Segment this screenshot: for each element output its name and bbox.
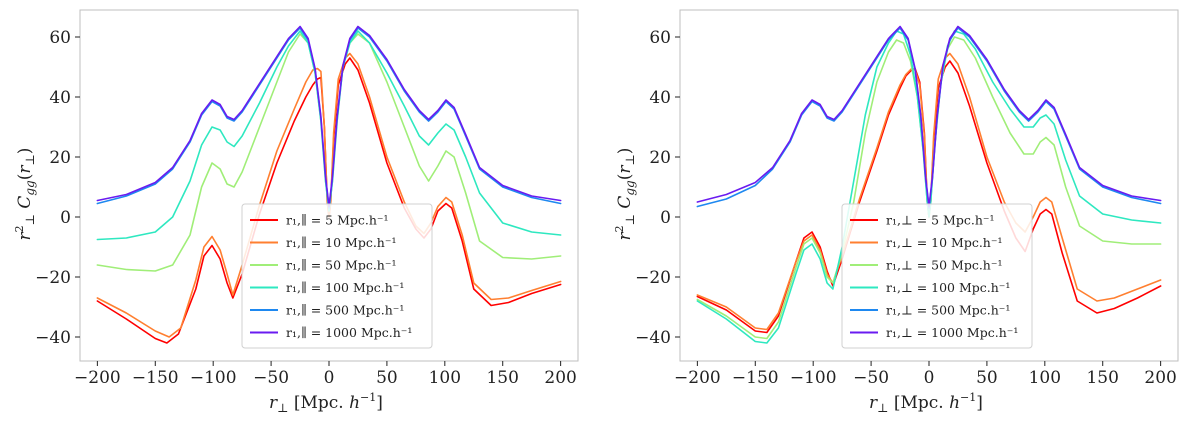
y-tick-label: −40 [635,328,671,348]
x-tick-label: 0 [324,368,335,388]
x-tick-label: 0 [924,368,935,388]
y-tick-label: 20 [49,148,71,168]
y-tick-label: −20 [635,268,671,288]
y-tick-label: 60 [49,28,71,48]
legend-label: r₁,⊥ = 10 Mpc.h⁻¹ [886,235,1002,250]
y-axis-label: r2⊥ Cgg(r⊥) [13,148,37,241]
x-tick-label: −150 [732,368,779,388]
legend-box [841,203,1033,349]
legend-label: r₁,∥ = 5 Mpc.h⁻¹ [286,213,389,228]
legend: r₁,⊥ = 5 Mpc.h⁻¹ r₁,⊥ = 10 Mpc.h⁻¹ r₁,⊥ = … [841,203,1033,349]
legend-label: r₁,∥ = 10 Mpc.h⁻¹ [286,235,396,250]
y-tick-label: −20 [35,268,71,288]
x-tick-label: 100 [1029,368,1061,388]
legend-label: r₁,∥ = 100 Mpc.h⁻¹ [286,280,404,295]
x-tick-label: 200 [1144,368,1176,388]
legend-label: r₁,∥ = 50 Mpc.h⁻¹ [286,258,396,273]
legend-label: r₁,⊥ = 500 Mpc.h⁻¹ [886,303,1010,318]
x-tick-label: 150 [1086,368,1118,388]
legend: r₁,∥ = 5 Mpc.h⁻¹ r₁,∥ = 10 Mpc.h⁻¹ r₁,∥ = … [241,203,433,349]
x-tick-label: −100 [190,368,237,388]
series-line-4 [96,27,562,209]
x-tick-label: 200 [544,368,576,388]
right-panel: −200 −150 −100 −50 0 50 100 150 200−40−200204060… [613,9,1179,415]
series-line-4 [696,27,1162,209]
x-tick-label: −100 [790,368,837,388]
y-tick-label: 40 [49,88,71,108]
x-axis-label: r⊥ [Mpc. h−1] [869,391,983,415]
legend-label: r₁,⊥ = 100 Mpc.h⁻¹ [886,280,1010,295]
y-tick-label: 20 [649,148,671,168]
legend-box [241,203,433,349]
series-line-5 [696,25,1162,208]
y-tick-label: 0 [60,208,71,228]
x-tick-label: 50 [976,368,998,388]
x-tick-label: −50 [253,368,289,388]
legend-label: r₁,⊥ = 1000 Mpc.h⁻¹ [886,325,1018,340]
x-tick-label: −200 [674,368,721,388]
y-axis-label: r2⊥ Cgg(r⊥) [613,148,637,241]
y-tick-label: 0 [660,208,671,228]
x-tick-label: −50 [853,368,889,388]
y-tick-label: 40 [649,88,671,108]
legend-label: r₁,∥ = 1000 Mpc.h⁻¹ [286,325,412,340]
y-tick-label: 60 [649,28,671,48]
x-axis-label: r⊥ [Mpc. h−1] [269,391,383,415]
left-panel: −200 −150 −100 −50 0 50 100 150 200−40−200204060… [13,9,579,415]
y-tick-label: −40 [35,328,71,348]
legend-label: r₁,⊥ = 50 Mpc.h⁻¹ [886,258,1002,273]
series-line-5 [96,25,562,208]
x-tick-label: −200 [74,368,121,388]
x-tick-label: 50 [376,368,398,388]
legend-label: r₁,∥ = 500 Mpc.h⁻¹ [286,303,404,318]
legend-label: r₁,⊥ = 5 Mpc.h⁻¹ [886,213,995,228]
x-tick-label: −150 [132,368,179,388]
x-tick-label: 150 [486,368,518,388]
x-tick-label: 100 [429,368,461,388]
